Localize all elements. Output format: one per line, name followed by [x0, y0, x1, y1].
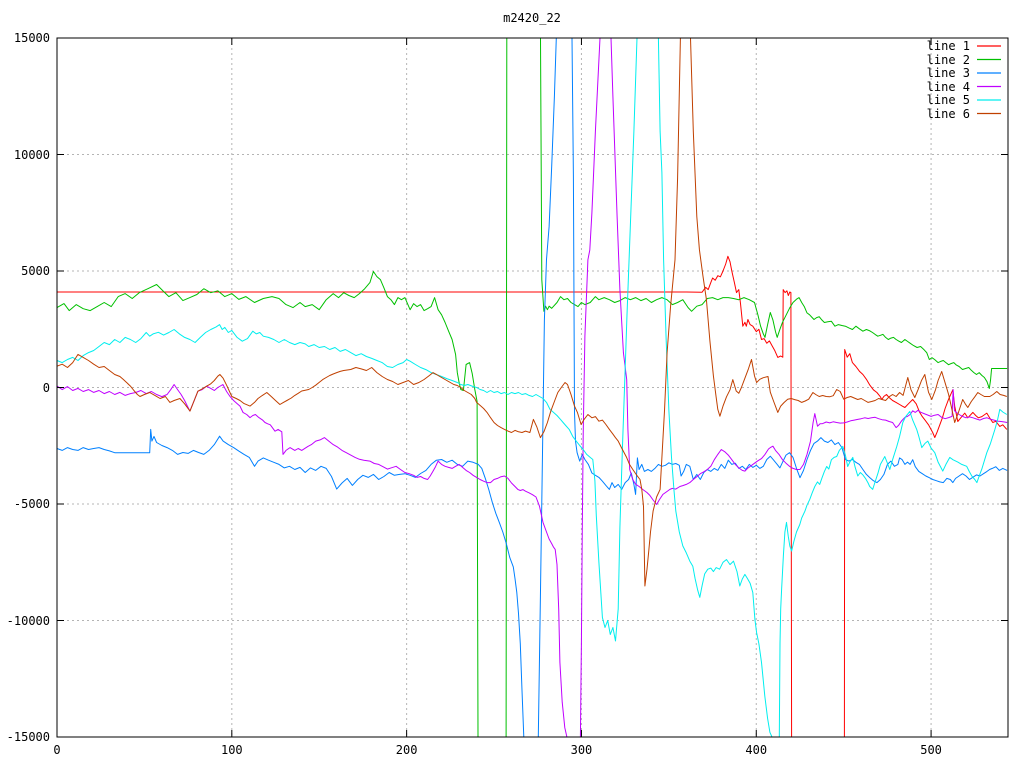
legend-label-line-4: line 4: [926, 79, 970, 94]
x-tick-label-100: 100: [220, 743, 243, 757]
legend-label-line-1: line 1: [926, 39, 970, 53]
legend-label-line-2: line 2: [926, 52, 970, 67]
series-line-5: [56, 37, 1008, 738]
series-line-6: [56, 37, 1007, 587]
chart-title: m2420_22: [503, 11, 561, 25]
legend-label-line-3: line 3: [926, 66, 970, 80]
series-line-1: [57, 255, 1008, 738]
y-tick-label--5000: -5000: [13, 497, 50, 511]
y-tick-label-0: 0: [42, 380, 50, 395]
x-tick-label-300: 300: [570, 743, 593, 757]
y-tick-label--15000: -15000: [6, 730, 50, 744]
x-tick-label-0: 0: [53, 743, 61, 757]
y-tick-label--10000: -10000: [6, 613, 50, 628]
x-tick-label-200: 200: [395, 743, 418, 757]
y-tick-label-10000: 10000: [13, 147, 50, 162]
legend-label-line-5: line 5: [926, 93, 970, 107]
series-line-3: [56, 37, 1008, 738]
y-tick-label-15000: 15000: [13, 31, 50, 45]
series-line-2: [56, 37, 1008, 738]
x-tick-label-400: 400: [745, 743, 768, 757]
x-tick-label-500: 500: [920, 743, 942, 757]
legend-label-line-6: line 6: [926, 106, 970, 121]
y-tick-label-5000: 5000: [21, 264, 50, 278]
